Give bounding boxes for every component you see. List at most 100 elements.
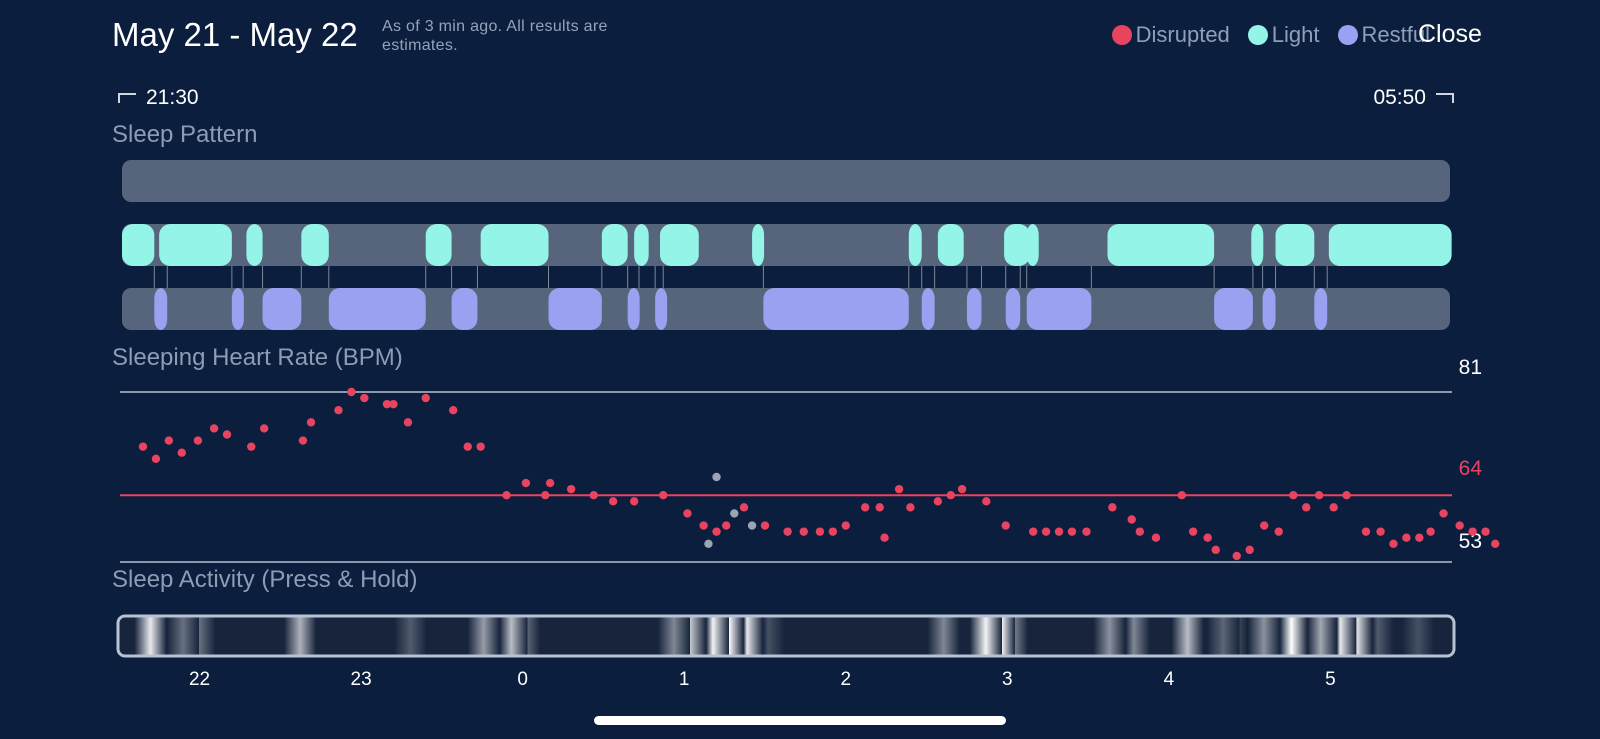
- hr-point[interactable]: [1302, 503, 1311, 512]
- restful-segment[interactable]: [655, 288, 668, 330]
- sleep-activity-strip[interactable]: [116, 614, 1456, 658]
- light-segment[interactable]: [480, 224, 549, 266]
- hr-point[interactable]: [1108, 503, 1117, 512]
- hr-point[interactable]: [1274, 527, 1283, 536]
- hr-point[interactable]: [1127, 515, 1136, 524]
- restful-segment[interactable]: [451, 288, 478, 330]
- hr-point[interactable]: [1067, 527, 1077, 536]
- hr-point[interactable]: [1439, 509, 1448, 518]
- light-segment[interactable]: [301, 224, 329, 266]
- restful-segment[interactable]: [328, 288, 426, 330]
- hr-point[interactable]: [521, 478, 531, 488]
- hr-outlier-point[interactable]: [712, 472, 721, 482]
- hr-point[interactable]: [1001, 521, 1010, 530]
- light-segment[interactable]: [634, 224, 649, 266]
- light-segment[interactable]: [1107, 224, 1215, 266]
- hr-point[interactable]: [138, 442, 148, 451]
- hr-point[interactable]: [783, 527, 792, 536]
- hr-point[interactable]: [1082, 527, 1091, 536]
- hr-point[interactable]: [739, 503, 749, 512]
- hr-point[interactable]: [1415, 533, 1424, 542]
- restful-segment[interactable]: [1005, 288, 1021, 330]
- hr-point[interactable]: [463, 442, 472, 451]
- hr-point[interactable]: [151, 454, 161, 463]
- light-segment[interactable]: [1275, 224, 1315, 266]
- restful-segment[interactable]: [1026, 288, 1092, 330]
- restful-segment[interactable]: [1314, 288, 1328, 330]
- light-segment[interactable]: [246, 224, 263, 266]
- light-segment[interactable]: [122, 224, 155, 266]
- hr-point[interactable]: [815, 527, 825, 536]
- hr-point[interactable]: [1491, 539, 1500, 548]
- hr-point[interactable]: [1260, 521, 1269, 530]
- hr-point[interactable]: [298, 436, 308, 445]
- sleep-pattern-chart[interactable]: [0, 160, 1452, 330]
- light-segment[interactable]: [937, 224, 964, 266]
- light-segment[interactable]: [659, 224, 699, 266]
- hr-point[interactable]: [476, 442, 485, 451]
- restful-segment[interactable]: [548, 288, 602, 330]
- hr-point[interactable]: [946, 491, 955, 500]
- light-segment[interactable]: [1026, 224, 1039, 266]
- light-segment[interactable]: [159, 224, 232, 266]
- light-segment[interactable]: [752, 224, 765, 266]
- hr-point[interactable]: [1188, 527, 1198, 536]
- hr-point[interactable]: [933, 497, 943, 506]
- hr-point[interactable]: [841, 521, 850, 530]
- heart-rate-chart[interactable]: [120, 387, 1500, 563]
- hr-point[interactable]: [722, 521, 731, 530]
- hr-point[interactable]: [880, 533, 889, 542]
- hr-point[interactable]: [360, 393, 369, 403]
- sleep-activity-chart[interactable]: [116, 614, 1456, 658]
- hr-point[interactable]: [1054, 527, 1064, 536]
- restful-segment[interactable]: [1262, 288, 1276, 330]
- restful-segment[interactable]: [921, 288, 935, 330]
- restful-segment[interactable]: [1214, 288, 1253, 330]
- hr-point[interactable]: [1135, 527, 1145, 536]
- hr-point[interactable]: [1245, 545, 1254, 555]
- hr-point[interactable]: [1468, 527, 1477, 536]
- hr-point[interactable]: [875, 503, 884, 512]
- hr-point[interactable]: [222, 430, 232, 439]
- hr-point[interactable]: [1203, 533, 1212, 542]
- hr-point[interactable]: [957, 484, 967, 494]
- restful-segment[interactable]: [262, 288, 302, 330]
- hr-point[interactable]: [589, 491, 598, 500]
- hr-point[interactable]: [906, 503, 915, 512]
- light-segment[interactable]: [1004, 224, 1030, 266]
- hr-point[interactable]: [403, 418, 413, 427]
- restful-segment[interactable]: [231, 288, 244, 330]
- hr-point[interactable]: [1342, 491, 1351, 500]
- hr-point[interactable]: [1376, 527, 1385, 536]
- hr-point[interactable]: [1041, 527, 1051, 536]
- hr-outlier-point[interactable]: [730, 509, 739, 518]
- restful-segment[interactable]: [154, 288, 168, 330]
- restful-segment[interactable]: [763, 288, 909, 330]
- hr-point[interactable]: [389, 399, 398, 409]
- hr-point[interactable]: [209, 424, 219, 433]
- hr-point[interactable]: [164, 436, 174, 445]
- hr-point[interactable]: [347, 387, 356, 397]
- hr-point[interactable]: [699, 521, 708, 530]
- hr-point[interactable]: [306, 418, 316, 427]
- hr-point[interactable]: [982, 497, 991, 506]
- hr-point[interactable]: [382, 399, 392, 409]
- close-button[interactable]: Close: [1418, 20, 1482, 48]
- hr-point[interactable]: [1028, 527, 1038, 536]
- hr-outlier-point[interactable]: [704, 539, 713, 548]
- light-segment[interactable]: [425, 224, 452, 266]
- hr-point[interactable]: [683, 509, 692, 518]
- hr-point[interactable]: [760, 521, 770, 530]
- hr-point[interactable]: [629, 497, 639, 506]
- hr-point[interactable]: [566, 484, 576, 494]
- hr-point[interactable]: [608, 497, 618, 506]
- hr-point[interactable]: [1211, 545, 1220, 555]
- hr-point[interactable]: [799, 527, 808, 536]
- light-segment[interactable]: [1328, 224, 1452, 266]
- hr-point[interactable]: [259, 424, 269, 433]
- hr-point[interactable]: [1455, 521, 1464, 530]
- hr-point[interactable]: [334, 406, 343, 415]
- hr-point[interactable]: [828, 527, 838, 536]
- hr-point[interactable]: [193, 436, 203, 445]
